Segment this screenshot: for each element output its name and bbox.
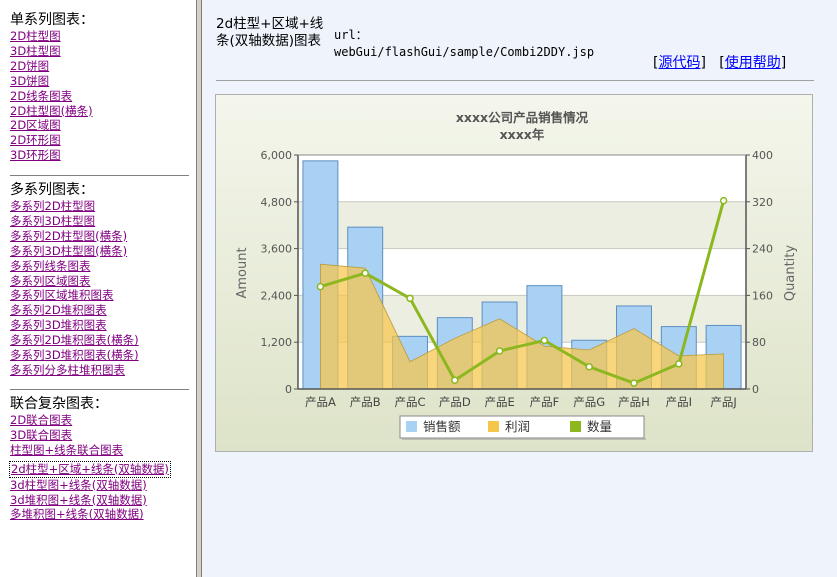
help-link[interactable]: 使用帮助 <box>724 55 781 71</box>
x-tick-label: 产品G <box>573 395 605 409</box>
x-tick-label: 产品F <box>530 395 560 409</box>
sidebar-link[interactable]: 2D环形图 <box>10 133 61 148</box>
y-left-tick: 0 <box>285 383 292 396</box>
sidebar-link[interactable]: 2D线条图表 <box>10 88 73 103</box>
quantity-point-7 <box>630 379 638 387</box>
sidebar-link[interactable]: 多堆积图+线条(双轴数据) <box>10 507 144 522</box>
x-tick-label: 产品D <box>439 395 471 409</box>
source-code-link[interactable]: 源代码 <box>658 55 701 71</box>
sidebar-link[interactable]: 多系列2D柱型图 <box>10 199 96 213</box>
y-left-tick: 4,800 <box>261 196 293 209</box>
sidebar-link[interactable]: 多系列3D堆积图表(横条) <box>10 348 139 363</box>
y-right-tick: 0 <box>752 383 759 396</box>
sidebar-link[interactable]: 多系列2D堆积图表(横条) <box>10 333 139 348</box>
x-tick-label: 产品C <box>394 395 425 409</box>
quantity-point-1 <box>361 269 369 277</box>
y-right-tick: 320 <box>752 196 773 209</box>
y-left-tick: 6,000 <box>261 149 293 162</box>
page-title: 2d柱型+区域+线条(双轴数据)图表 <box>216 16 324 49</box>
legend-label-1: 利润 <box>505 419 530 434</box>
plot-band <box>298 155 746 202</box>
quantity-line <box>319 200 726 385</box>
sidebar-section-title: 单系列图表： <box>10 12 94 28</box>
sidebar-link[interactable]: 多系列线条图表 <box>10 258 91 273</box>
sidebar-link[interactable]: 2D区域图 <box>10 118 61 133</box>
sidebar-section-1: 多系列图表： 多系列2D柱型图 多系列3D柱型图 多系列2D柱型图(横条) 多系列3D柱… <box>10 182 139 378</box>
sidebar-link[interactable]: 2D饼图 <box>10 58 50 73</box>
sidebar-link[interactable]: 2D柱型图(横条) <box>10 103 93 118</box>
chart-subtitle: xxxx年 <box>500 127 545 142</box>
y-right-tick: 160 <box>752 289 773 302</box>
quantity-point-0 <box>316 282 325 291</box>
y-left-tick: 2,400 <box>261 289 293 302</box>
legend-swatch-2 <box>570 421 581 432</box>
url-value: webGui/flashGui/sample/Combi2DDY.jsp <box>334 45 595 59</box>
x-tick-label: 产品J <box>710 395 736 409</box>
sidebar-section-title: 联合复杂图表： <box>10 396 108 412</box>
legend-shadow <box>402 438 646 440</box>
y-left-tick: 1,200 <box>261 336 293 349</box>
y-left-tick: 3,600 <box>261 243 293 256</box>
legend-swatch-1 <box>488 421 499 432</box>
quantity-point-4 <box>495 347 504 355</box>
header-links: [源代码] [使用帮助] <box>653 55 787 71</box>
x-tick-label: 产品I <box>666 395 692 409</box>
sidebar-separator <box>10 175 189 176</box>
x-tick-label: 产品E <box>484 395 514 409</box>
main-content: 2d柱型+区域+线条(双轴数据)图表 url： webGui/flashGui/… <box>202 0 837 577</box>
legend-label-0: 销售额 <box>423 419 461 434</box>
sidebar-separator <box>10 389 189 390</box>
sidebar-link[interactable]: 多系列2D柱型图(横条) <box>10 228 128 243</box>
quantity-point-2 <box>406 294 414 303</box>
sidebar-link[interactable]: 2D联合图表 <box>10 413 73 427</box>
sidebar-link[interactable]: 柱型图+线条联合图表 <box>10 442 124 457</box>
sidebar-section-0: 单系列图表： 2D柱型图 3D柱型图 2D饼图 3D饼图 2D线条图表 2D柱型图(横条) 2… <box>10 12 94 163</box>
sidebar-link[interactable]: 多系列3D柱型图 <box>10 213 96 228</box>
sidebar-link[interactable]: 多系列3D柱型图(横条) <box>10 243 128 258</box>
sidebar-link[interactable]: 多系列3D堆积图表 <box>10 318 107 333</box>
x-tick-label: 产品A <box>305 395 336 409</box>
sidebar-link[interactable]: 3D饼图 <box>10 73 50 88</box>
quantity-point-6 <box>585 363 593 371</box>
legend-swatch-0 <box>406 421 417 432</box>
y-right-label: Quantity <box>783 245 798 301</box>
combo-chart: 0 1,200 2,400 3,600 4,800 6,000 0 80 160 240 320 40… <box>235 110 798 440</box>
quantity-point-8 <box>675 360 683 368</box>
sidebar-link[interactable]: 多系列分多柱堆积图表 <box>10 362 125 377</box>
y-right-tick: 80 <box>752 336 766 349</box>
sidebar-link[interactable]: 多系列2D堆积图表 <box>10 303 107 318</box>
sidebar-link[interactable]: 3d堆积图+线条(双轴数据) <box>10 492 147 507</box>
sidebar-link[interactable]: 3d柱型图+线条(双轴数据) <box>10 477 147 492</box>
sidebar-link[interactable]: 3D柱型图 <box>10 43 61 58</box>
url-label: url： <box>334 28 368 42</box>
sidebar: 单系列图表： 2D柱型图 3D柱型图 2D饼图 3D饼图 2D线条图表 2D柱型图(横条) 2… <box>0 0 196 577</box>
chart-panel: 0 1,200 2,400 3,600 4,800 6,000 0 80 160 240 320 40… <box>215 94 813 452</box>
frame-divider[interactable] <box>196 0 202 577</box>
profit-area <box>320 263 724 390</box>
chart-title: xxxx公司产品销售情况 <box>456 110 589 125</box>
y-right-tick: 240 <box>752 243 773 256</box>
x-tick-label: 产品B <box>350 395 381 409</box>
y-left-label: Amount <box>235 247 250 298</box>
y-right-tick: 400 <box>752 149 773 162</box>
header-divider <box>216 80 814 81</box>
url-text: url： webGui/flashGui/sample/Combi2DDY.js… <box>334 27 594 61</box>
sidebar-link[interactable]: 3D联合图表 <box>10 427 73 442</box>
quantity-point-5 <box>540 336 549 345</box>
sidebar-link[interactable]: 2D柱型图 <box>10 29 61 43</box>
sidebar-section-2: 联合复杂图表： 2D联合图表 3D联合图表 柱型图+线条联合图表 2d柱型+区域+线条(… <box>9 396 171 522</box>
sidebar-link[interactable]: 3D环形图 <box>10 148 61 163</box>
sidebar-link[interactable]: 多系列区域图表 <box>10 273 91 288</box>
sidebar-link[interactable]: 多系列区域堆积图表 <box>10 288 114 303</box>
quantity-point-3 <box>451 376 459 384</box>
legend-label-2: 数量 <box>587 419 612 434</box>
x-tick-label: 产品H <box>618 395 650 409</box>
sidebar-link[interactable]: 2d柱型+区域+线条(双轴数据) <box>9 460 171 478</box>
quantity-point-9 <box>719 196 728 205</box>
sidebar-section-title: 多系列图表： <box>10 182 94 198</box>
